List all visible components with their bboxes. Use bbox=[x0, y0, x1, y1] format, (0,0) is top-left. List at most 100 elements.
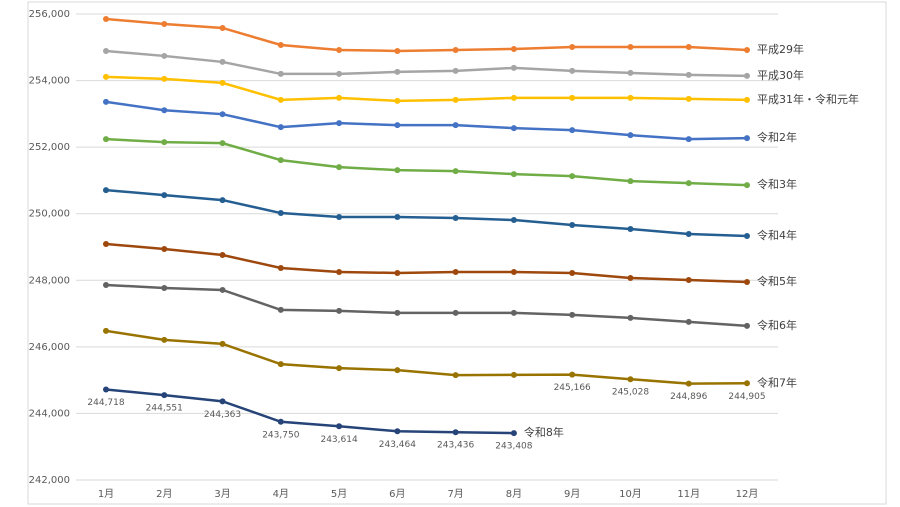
x-tick-label: 7月 bbox=[447, 488, 463, 500]
point bbox=[510, 309, 517, 316]
point bbox=[103, 187, 109, 194]
value-label: 245,166 bbox=[554, 383, 591, 393]
point bbox=[277, 41, 284, 48]
point bbox=[219, 286, 226, 293]
point bbox=[452, 309, 459, 316]
point bbox=[685, 71, 692, 78]
point bbox=[336, 164, 343, 171]
value-label: 245,028 bbox=[612, 388, 649, 398]
point bbox=[277, 96, 284, 103]
point bbox=[161, 284, 168, 291]
value-label: 243,614 bbox=[320, 435, 357, 445]
point bbox=[685, 380, 692, 387]
point bbox=[685, 95, 692, 102]
point bbox=[510, 371, 517, 378]
point bbox=[685, 318, 692, 325]
point bbox=[277, 210, 284, 217]
point bbox=[219, 197, 226, 204]
value-label: 244,551 bbox=[146, 404, 183, 414]
point bbox=[394, 269, 401, 276]
point bbox=[394, 68, 401, 75]
series-line bbox=[105, 329, 748, 385]
series-line bbox=[105, 388, 514, 435]
value-label: 243,408 bbox=[495, 442, 532, 452]
point bbox=[161, 52, 168, 59]
point bbox=[219, 79, 226, 86]
point bbox=[277, 70, 284, 77]
point bbox=[336, 94, 343, 101]
point bbox=[685, 180, 692, 187]
point bbox=[569, 67, 576, 74]
series-line bbox=[105, 242, 748, 284]
point bbox=[161, 107, 168, 114]
point bbox=[569, 311, 576, 318]
series-line bbox=[105, 283, 748, 328]
value-label: 243,750 bbox=[262, 430, 299, 440]
value-label: 243,436 bbox=[437, 441, 474, 451]
series-label: 平成31年・令和元年 bbox=[757, 92, 859, 106]
point bbox=[627, 274, 634, 281]
series-line bbox=[105, 17, 748, 53]
x-tick-label: 11月 bbox=[677, 488, 700, 500]
series-label: 平成30年 bbox=[757, 68, 804, 82]
y-tick-label: 252,000 bbox=[29, 142, 70, 153]
point bbox=[219, 251, 226, 258]
point bbox=[277, 157, 284, 164]
point bbox=[219, 58, 226, 65]
point bbox=[103, 73, 109, 80]
x-tick-label: 5月 bbox=[331, 488, 347, 500]
value-label: 244,896 bbox=[670, 392, 707, 402]
point bbox=[627, 226, 634, 233]
point bbox=[161, 75, 168, 82]
point bbox=[103, 47, 109, 54]
point bbox=[103, 241, 109, 248]
series-line bbox=[105, 100, 748, 141]
point bbox=[744, 182, 750, 189]
point bbox=[510, 45, 517, 52]
point bbox=[685, 43, 692, 50]
series-line bbox=[105, 75, 748, 103]
point bbox=[161, 392, 168, 399]
series-line bbox=[105, 137, 748, 187]
x-tick-label: 2月 bbox=[156, 488, 172, 500]
point bbox=[685, 276, 692, 283]
value-label: 244,718 bbox=[87, 398, 124, 408]
y-tick-label: 250,000 bbox=[29, 209, 70, 220]
point bbox=[627, 94, 634, 101]
point bbox=[569, 43, 576, 50]
point bbox=[219, 398, 226, 405]
point bbox=[103, 136, 109, 143]
series-label: 令和4年 bbox=[757, 228, 797, 242]
point bbox=[219, 140, 226, 147]
point bbox=[219, 24, 226, 31]
point bbox=[336, 268, 343, 275]
point bbox=[336, 365, 343, 372]
point bbox=[161, 245, 168, 252]
point bbox=[685, 231, 692, 238]
series-label: 令和8年 bbox=[524, 425, 564, 439]
point bbox=[510, 171, 517, 178]
x-tick-label: 4月 bbox=[273, 488, 289, 500]
point bbox=[569, 94, 576, 101]
point bbox=[627, 178, 634, 185]
point bbox=[103, 386, 109, 393]
point bbox=[452, 168, 459, 175]
point bbox=[744, 322, 750, 329]
point bbox=[452, 268, 459, 275]
x-tick-label: 12月 bbox=[736, 488, 759, 500]
series-label: 令和7年 bbox=[757, 375, 797, 389]
x-tick-label: 3月 bbox=[214, 488, 230, 500]
point bbox=[277, 418, 284, 425]
point bbox=[452, 215, 459, 222]
point bbox=[569, 173, 576, 180]
point bbox=[394, 428, 401, 435]
point bbox=[336, 120, 343, 127]
y-tick-label: 242,000 bbox=[29, 475, 70, 486]
series-line bbox=[105, 188, 748, 238]
y-tick-label: 254,000 bbox=[29, 76, 70, 87]
point bbox=[103, 327, 109, 334]
point bbox=[394, 167, 401, 174]
point bbox=[336, 214, 343, 221]
point bbox=[744, 233, 750, 240]
